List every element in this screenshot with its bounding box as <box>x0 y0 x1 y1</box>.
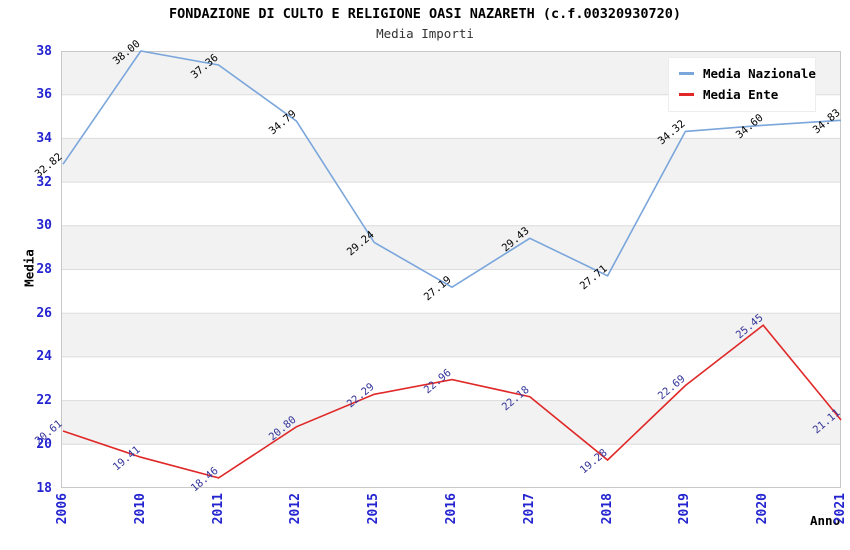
chart-title: FONDAZIONE DI CULTO E RELIGIONE OASI NAZ… <box>168 6 682 22</box>
y-tick-label: 24 <box>36 349 52 365</box>
y-tick-label: 26 <box>36 305 52 321</box>
x-tick-label: 2012 <box>288 493 304 525</box>
legend-swatch-line-icon <box>679 72 694 75</box>
chart-canvas <box>61 50 842 488</box>
x-tick-label: 2006 <box>55 493 70 525</box>
y-tick-label: 32 <box>36 174 52 190</box>
series-line-0 <box>62 50 842 289</box>
plot-area: 32.82 38.00 37.36 34.79 29.24 27.19 29.43 27.71… <box>33 38 848 525</box>
x-tick-label: 2018 <box>599 493 615 525</box>
x-tick-label: 2015 <box>366 493 382 525</box>
legend-label: Media Ente <box>703 87 779 102</box>
y-tick-label: 30 <box>36 218 52 234</box>
legend-item-media-ente[interactable]: Media Ente <box>669 84 815 105</box>
x-tick-label: 2019 <box>677 493 693 525</box>
y-tick-label: 22 <box>36 393 52 409</box>
x-tick-label: 2021 <box>833 493 848 525</box>
x-tick-label: 2011 <box>210 493 226 525</box>
legend-item-media-nazionale[interactable]: Media Nazionale <box>669 63 816 84</box>
legend-swatch-line-icon <box>679 93 694 96</box>
y-tick-label: 20 <box>36 436 52 452</box>
x-tick-label: 2010 <box>132 493 148 525</box>
chart-subtitle: Media Importi <box>376 26 474 41</box>
x-tick-label: 2016 <box>444 493 459 525</box>
legend: Media Nazionale Media Ente <box>668 57 816 112</box>
legend-label: Media Nazionale <box>703 66 816 81</box>
y-tick-label: 36 <box>36 87 52 103</box>
y-tick-label: 34 <box>36 130 52 146</box>
x-tick-label: 2020 <box>755 493 771 525</box>
x-tick-label: 2017 <box>521 493 537 525</box>
y-tick-label: 38 <box>36 43 52 59</box>
series-line-1 <box>62 324 842 479</box>
x-axis-title: Anno <box>810 513 841 528</box>
y-tick-label: 28 <box>36 262 52 277</box>
y-tick-label: 18 <box>36 480 52 496</box>
